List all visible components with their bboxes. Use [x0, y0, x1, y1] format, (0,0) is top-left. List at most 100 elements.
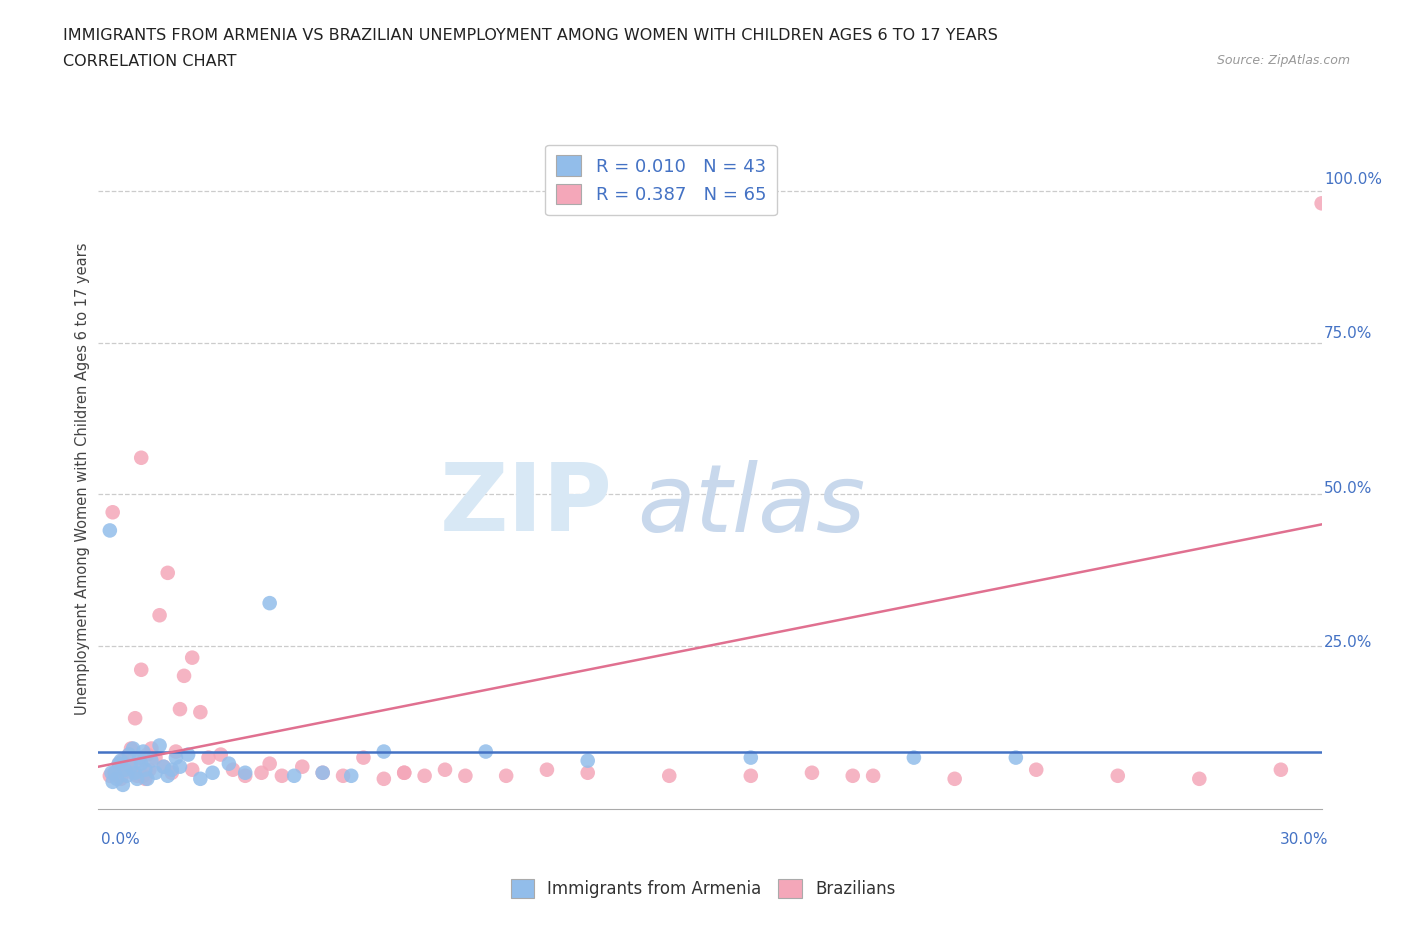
Point — [160, 765, 183, 780]
Legend: R = 0.010   N = 43, R = 0.387   N = 65: R = 0.010 N = 43, R = 0.387 N = 65 — [546, 145, 778, 215]
Point — [152, 759, 174, 774]
Point — [576, 753, 599, 768]
Text: 50.0%: 50.0% — [1324, 481, 1372, 496]
Point — [413, 768, 436, 783]
Point — [454, 768, 477, 783]
Point — [188, 705, 212, 720]
Point — [111, 777, 134, 792]
Point — [114, 763, 136, 777]
Point — [115, 768, 138, 783]
Point — [801, 765, 824, 780]
Point — [120, 741, 142, 756]
Text: 100.0%: 100.0% — [1324, 172, 1382, 187]
Point — [136, 747, 159, 762]
Point — [108, 756, 131, 771]
Point — [122, 741, 145, 756]
Point — [536, 763, 558, 777]
Point — [108, 756, 131, 771]
Point — [118, 747, 141, 762]
Point — [862, 768, 884, 783]
Point — [134, 771, 156, 786]
Point — [332, 768, 354, 783]
Point — [128, 753, 150, 768]
Point — [233, 765, 256, 780]
Text: ZIP: ZIP — [439, 459, 612, 551]
Point — [111, 753, 134, 768]
Point — [101, 505, 124, 520]
Point — [118, 759, 141, 774]
Point — [576, 765, 599, 780]
Point — [495, 768, 517, 783]
Point — [841, 768, 863, 783]
Point — [127, 771, 149, 786]
Text: 30.0%: 30.0% — [1281, 832, 1329, 847]
Text: CORRELATION CHART: CORRELATION CHART — [63, 54, 236, 69]
Point — [1188, 771, 1211, 786]
Point — [132, 768, 155, 783]
Point — [129, 662, 152, 677]
Point — [110, 753, 132, 768]
Point — [392, 765, 416, 780]
Point — [903, 751, 925, 765]
Point — [433, 763, 456, 777]
Point — [165, 751, 187, 765]
Point — [128, 751, 150, 765]
Point — [165, 744, 187, 759]
Point — [156, 768, 179, 783]
Point — [177, 747, 200, 762]
Point — [160, 763, 183, 777]
Point — [181, 763, 204, 777]
Point — [1270, 763, 1292, 777]
Point — [129, 450, 152, 465]
Text: 75.0%: 75.0% — [1324, 326, 1372, 341]
Point — [201, 765, 224, 780]
Point — [115, 759, 138, 774]
Point — [392, 765, 416, 780]
Point — [209, 747, 232, 762]
Point — [658, 768, 681, 783]
Point — [474, 744, 498, 759]
Point — [740, 768, 762, 783]
Point — [270, 768, 294, 783]
Point — [312, 765, 335, 780]
Point — [138, 763, 160, 777]
Point — [188, 771, 212, 786]
Text: atlas: atlas — [637, 459, 865, 551]
Point — [118, 747, 141, 762]
Point — [312, 765, 335, 780]
Point — [352, 751, 374, 765]
Point — [124, 711, 146, 725]
Point — [104, 765, 127, 780]
Point — [101, 775, 124, 790]
Point — [149, 738, 172, 753]
Point — [100, 765, 122, 780]
Point — [1107, 768, 1129, 783]
Point — [124, 765, 146, 780]
Text: IMMIGRANTS FROM ARMENIA VS BRAZILIAN UNEMPLOYMENT AMONG WOMEN WITH CHILDREN AGES: IMMIGRANTS FROM ARMENIA VS BRAZILIAN UNE… — [63, 28, 998, 43]
Point — [122, 765, 145, 780]
Point — [259, 596, 281, 611]
Point — [134, 763, 156, 777]
Point — [141, 753, 163, 768]
Point — [373, 771, 395, 786]
Text: 0.0%: 0.0% — [101, 832, 141, 847]
Point — [169, 702, 191, 717]
Text: Source: ZipAtlas.com: Source: ZipAtlas.com — [1216, 54, 1350, 67]
Point — [114, 763, 136, 777]
Point — [127, 768, 149, 783]
Point — [1004, 751, 1026, 765]
Point — [129, 756, 152, 771]
Point — [218, 756, 240, 771]
Point — [120, 759, 142, 774]
Point — [250, 765, 273, 780]
Point — [291, 759, 314, 774]
Point — [98, 523, 121, 538]
Point — [145, 751, 167, 765]
Point — [740, 751, 762, 765]
Point — [373, 744, 395, 759]
Point — [149, 608, 172, 623]
Point — [136, 771, 159, 786]
Point — [1025, 763, 1047, 777]
Point — [145, 765, 167, 780]
Point — [197, 751, 219, 765]
